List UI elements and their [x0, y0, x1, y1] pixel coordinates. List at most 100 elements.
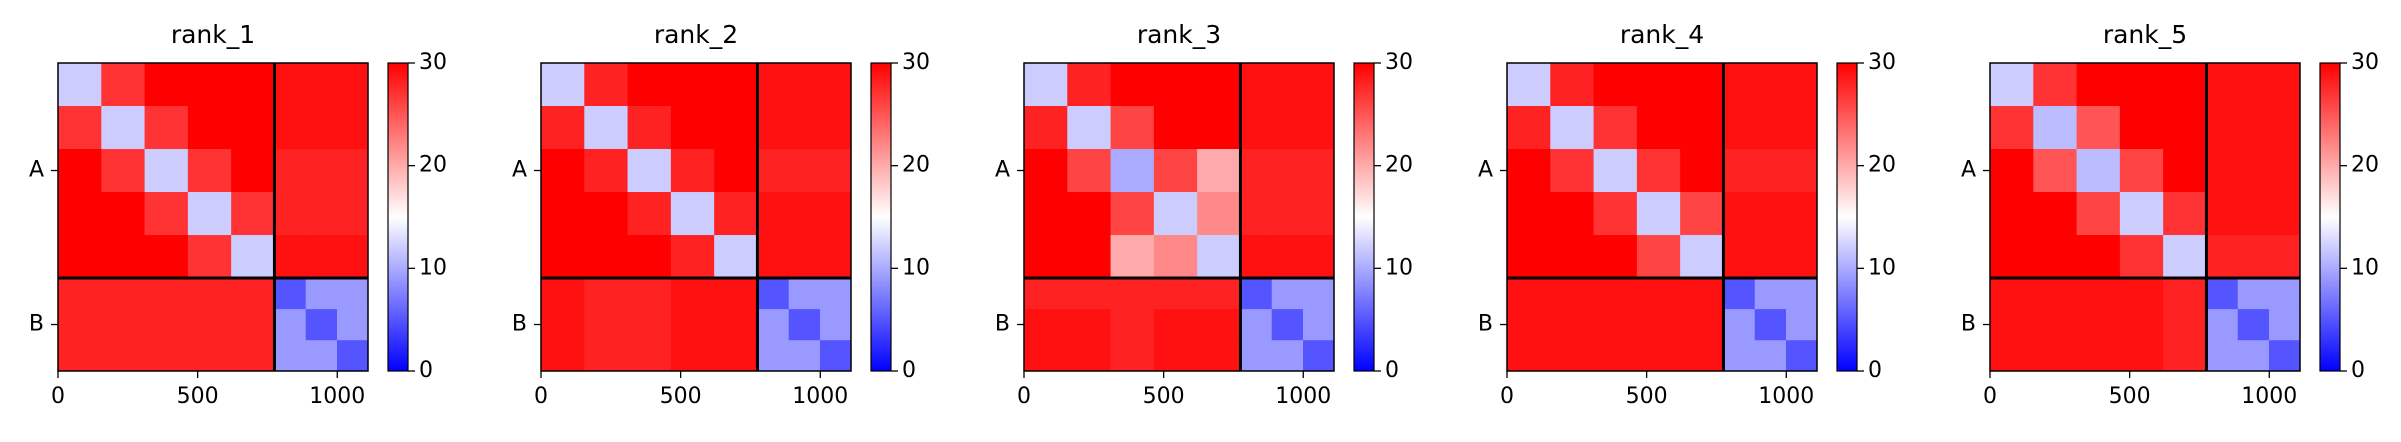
colorbar-tick-label: 0	[2351, 358, 2365, 383]
heatmap-cell	[1067, 149, 1112, 193]
x-tick-label: 500	[1143, 384, 1185, 409]
colorbar-tick-label: 30	[1868, 50, 1896, 75]
heatmap-cell	[1636, 63, 1681, 107]
heatmap-cell	[757, 309, 790, 341]
heatmap-cell	[1786, 309, 1818, 341]
heatmap-cell	[1680, 63, 1724, 107]
heatmap-cell	[820, 149, 852, 193]
x-tick-label: 500	[177, 384, 219, 409]
heatmap-cell	[1550, 235, 1595, 279]
heatmap-cell	[144, 149, 189, 193]
heatmap-cell	[187, 106, 232, 150]
heatmap-cell	[1507, 149, 1551, 193]
heatmap-cell	[2206, 278, 2239, 310]
heatmap-cell	[2119, 309, 2164, 341]
heatmap-cell	[305, 278, 338, 310]
heatmap-cell	[584, 106, 629, 150]
heatmap-cell	[305, 106, 338, 150]
heatmap-cell	[2163, 192, 2207, 236]
heatmap-cell	[1024, 149, 1068, 193]
heatmap-cell	[1593, 235, 1638, 279]
chart-title: rank_1	[171, 20, 255, 49]
heatmap-cell	[2033, 235, 2078, 279]
heatmap-cell	[1593, 309, 1638, 341]
heatmap-cell	[1240, 340, 1273, 372]
heatmap-cell	[788, 278, 821, 310]
heatmap-cell	[101, 309, 146, 341]
heatmap-cell	[337, 309, 369, 341]
heatmap-cell	[1024, 340, 1068, 372]
heatmap-cell	[144, 278, 189, 310]
heatmap-cell	[1271, 340, 1304, 372]
plot-frame	[540, 62, 852, 372]
heatmap-cell	[1593, 192, 1638, 236]
y-tick-label: B	[29, 312, 44, 337]
heatmap-cell	[337, 106, 369, 150]
heatmap-cell	[337, 235, 369, 279]
heatmap-cell	[305, 149, 338, 193]
x-tick-label: 0	[1983, 384, 1997, 409]
heatmap-cell	[1507, 106, 1551, 150]
heatmap-cell	[101, 106, 146, 150]
heatmap-cell	[1303, 106, 1335, 150]
heatmap-cell	[584, 192, 629, 236]
colorbar	[1353, 62, 1375, 372]
heatmap-cell	[305, 192, 338, 236]
heatmap-cell	[820, 278, 852, 310]
colorbar	[1836, 62, 1858, 372]
heatmap-cell	[2237, 63, 2270, 107]
heatmap-cell	[144, 309, 189, 341]
heatmap-cell	[2206, 235, 2239, 279]
heatmap-cell	[1110, 340, 1155, 372]
heatmap-cell	[2269, 309, 2301, 341]
heatmap-cell	[1024, 63, 1068, 107]
y-tick-label: A	[1478, 158, 1493, 183]
heatmap-cell	[1197, 340, 1241, 372]
heatmap-cell	[2237, 340, 2270, 372]
heatmap-cell	[1550, 309, 1595, 341]
heatmap-cell	[1786, 63, 1818, 107]
heatmap-cell	[1786, 106, 1818, 150]
x-tick-label: 0	[1017, 384, 1031, 409]
heatmap-cell	[274, 340, 307, 372]
colorbar-tick-label: 0	[1868, 358, 1882, 383]
colorbar-tick-label: 10	[2351, 255, 2379, 280]
heatmap-cell	[187, 63, 232, 107]
heatmap-cell	[2206, 309, 2239, 341]
heatmap-cell	[2206, 106, 2239, 150]
heatmap-cell	[627, 340, 672, 372]
heatmap-cell	[1550, 340, 1595, 372]
heatmap-cell	[1636, 278, 1681, 310]
heatmap-cell	[1636, 340, 1681, 372]
heatmap-cell	[2269, 235, 2301, 279]
heatmap-cell	[788, 235, 821, 279]
heatmap-cell	[670, 235, 715, 279]
x-tick-label: 500	[660, 384, 702, 409]
heatmap-cell	[1990, 149, 2034, 193]
heatmap-cell	[2237, 192, 2270, 236]
heatmap-cell	[1550, 149, 1595, 193]
colorbar-tick-label: 30	[902, 50, 930, 75]
heatmap-cell	[2163, 309, 2207, 341]
heatmap-cell	[2206, 192, 2239, 236]
heatmap-cell	[58, 192, 102, 236]
heatmap-cell	[1110, 192, 1155, 236]
heatmap-cell	[1593, 149, 1638, 193]
heatmap-cell	[1636, 149, 1681, 193]
heatmap-cell	[1303, 278, 1335, 310]
heatmap-cell	[1271, 106, 1304, 150]
heatmap-cell	[1754, 309, 1787, 341]
heatmap-cell	[1636, 106, 1681, 150]
heatmap-cell	[1723, 309, 1756, 341]
heatmap-cell	[2076, 235, 2121, 279]
heatmap-cell	[1024, 309, 1068, 341]
heatmap-cell	[541, 192, 585, 236]
heatmap-cell	[1067, 63, 1112, 107]
heatmap-cell	[231, 192, 275, 236]
heatmap-cell	[58, 235, 102, 279]
heatmap-cell	[757, 278, 790, 310]
heatmap-cell	[1067, 106, 1112, 150]
heatmap-cell	[820, 309, 852, 341]
heatmap-cell	[1754, 63, 1787, 107]
heatmap-cell	[2163, 63, 2207, 107]
